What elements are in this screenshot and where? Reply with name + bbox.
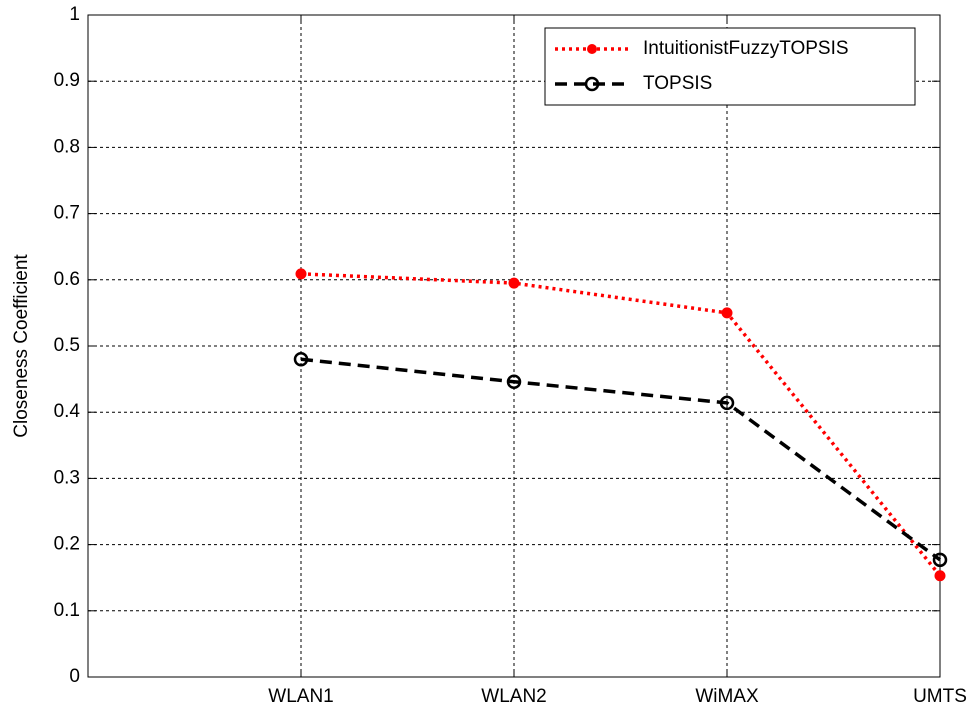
legend-box <box>544 27 916 106</box>
x-tick-label: WLAN2 <box>481 686 546 707</box>
marker <box>508 277 520 289</box>
plot-frame <box>87 14 941 678</box>
legend-entry: TOPSIS <box>555 73 712 94</box>
y-tick-label: 0.1 <box>54 600 80 621</box>
y-tick-label: 0.5 <box>54 335 80 356</box>
y-tick-label: 0 <box>69 666 80 687</box>
series <box>293 351 948 568</box>
line <box>300 357 942 562</box>
y-axis-label: Closeness Coefficient <box>11 254 32 438</box>
marker <box>295 268 307 280</box>
marker <box>506 374 522 389</box>
line <box>300 272 942 577</box>
marker <box>932 552 948 568</box>
y-tick-label: 0.3 <box>54 467 80 488</box>
y-tick-label: 0.6 <box>54 269 80 290</box>
y-tick-label: 0.7 <box>54 203 80 224</box>
y-tick-label: 0.4 <box>54 401 81 422</box>
series <box>295 268 946 582</box>
legend-label: IntuitionistFuzzyTOPSIS <box>643 38 849 59</box>
marker <box>293 351 309 367</box>
legend-marker <box>587 44 597 54</box>
marker <box>719 395 735 411</box>
y-tick-label: 1 <box>69 4 80 25</box>
x-tick-label: UMTS <box>913 686 967 707</box>
y-tick-label: 0.2 <box>54 534 80 555</box>
y-tick-label: 0.8 <box>54 136 80 157</box>
legend-marker <box>584 76 600 92</box>
x-tick-label: WLAN1 <box>268 686 333 707</box>
y-tick-label: 0.9 <box>54 70 80 91</box>
x-tick-label: WiMAX <box>695 686 759 707</box>
legend-entry: IntuitionistFuzzyTOPSIS <box>555 38 849 59</box>
marker <box>934 570 946 582</box>
marker <box>721 307 733 319</box>
legend-label: TOPSIS <box>643 73 712 94</box>
